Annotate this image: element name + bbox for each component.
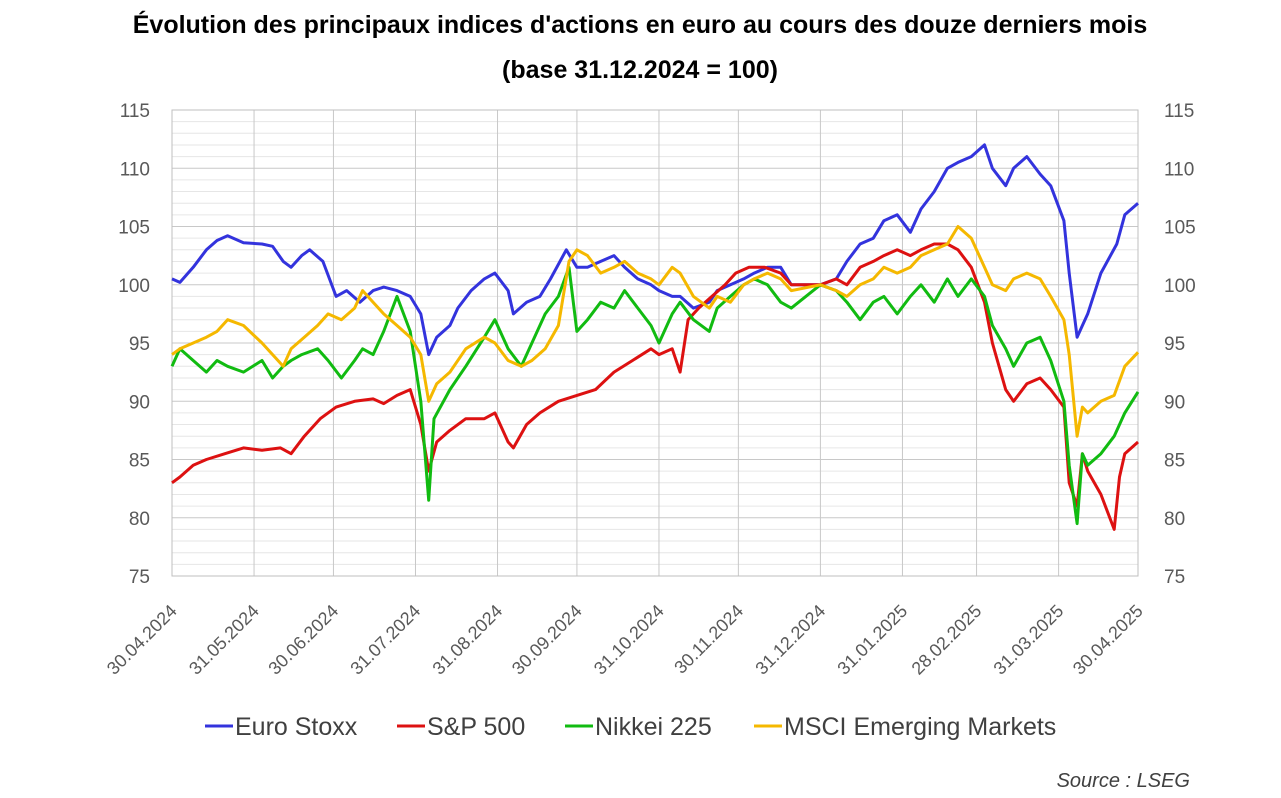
chart-subtitle: (base 31.12.2024 = 100): [502, 56, 778, 84]
series-line: [171, 225, 1140, 438]
y-tick-label-right: 95: [1164, 334, 1185, 355]
x-tick-label: 30.04.2024: [103, 601, 181, 679]
x-tick-label: 31.08.2024: [429, 601, 507, 679]
y-axis-right: 115 110 105 100 95 90 85 80 75: [1164, 101, 1196, 588]
grid: [171, 109, 1139, 577]
x-tick-label: 31.03.2025: [990, 601, 1068, 679]
series-line: [170, 265, 1140, 526]
series-lines: [170, 143, 1140, 531]
series-line: [171, 143, 1139, 357]
x-tick-label: 28.02.2025: [908, 601, 986, 679]
x-tick-label: 31.05.2024: [185, 601, 263, 679]
plot-area: [171, 109, 1139, 577]
y-tick-label-right: 115: [1164, 101, 1194, 122]
x-tick-label: 30.06.2024: [264, 601, 342, 679]
x-tick-label: 31.10.2024: [590, 601, 668, 679]
y-tick-label-right: 110: [1164, 159, 1194, 180]
y-tick-label-left: 90: [129, 392, 150, 413]
y-tick-label-left: 85: [129, 451, 150, 472]
y-tick-label-left: 95: [129, 334, 150, 355]
source-note: Source : LSEG: [1057, 770, 1190, 792]
y-tick-label-right: 100: [1164, 276, 1196, 297]
x-tick-label: 30.11.2024: [670, 601, 747, 678]
chart-title: Évolution des principaux indices d'actio…: [133, 10, 1148, 39]
y-tick-label-left: 80: [129, 509, 150, 530]
legend-label: Euro Stoxx: [235, 713, 358, 741]
y-tick-label-left: 115: [120, 101, 150, 122]
legend-label: MSCI Emerging Markets: [784, 713, 1056, 741]
legend-label: S&P 500: [427, 713, 525, 741]
x-tick-label: 31.12.2024: [751, 601, 829, 679]
x-axis: 30.04.2024 31.05.2024 30.06.2024 31.07.2024…: [103, 601, 1147, 679]
x-tick-label: 30.09.2024: [508, 601, 586, 679]
x-tick-label: 30.04.2025: [1069, 601, 1147, 679]
y-tick-label-left: 75: [129, 567, 150, 588]
legend: Euro Stoxx S&P 500 Nikkei 225 MSCI Emerging…: [205, 713, 1056, 741]
x-tick-label: 31.07.2024: [346, 601, 424, 679]
y-tick-label-right: 85: [1164, 451, 1185, 472]
legend-label: Nikkei 225: [595, 713, 712, 741]
y-tick-label-left: 110: [120, 159, 150, 180]
y-tick-label-right: 105: [1164, 218, 1196, 239]
x-tick-label: 31.01.2025: [833, 601, 911, 679]
y-axis-left: 115 110 105 100 95 90 85 80 75: [118, 101, 150, 588]
series-line: [171, 242, 1139, 531]
y-tick-label-left: 105: [118, 218, 150, 239]
y-tick-label-left: 100: [118, 276, 150, 297]
y-tick-label-right: 90: [1164, 392, 1185, 413]
y-tick-label-right: 80: [1164, 509, 1185, 530]
y-tick-label-right: 75: [1164, 567, 1185, 588]
